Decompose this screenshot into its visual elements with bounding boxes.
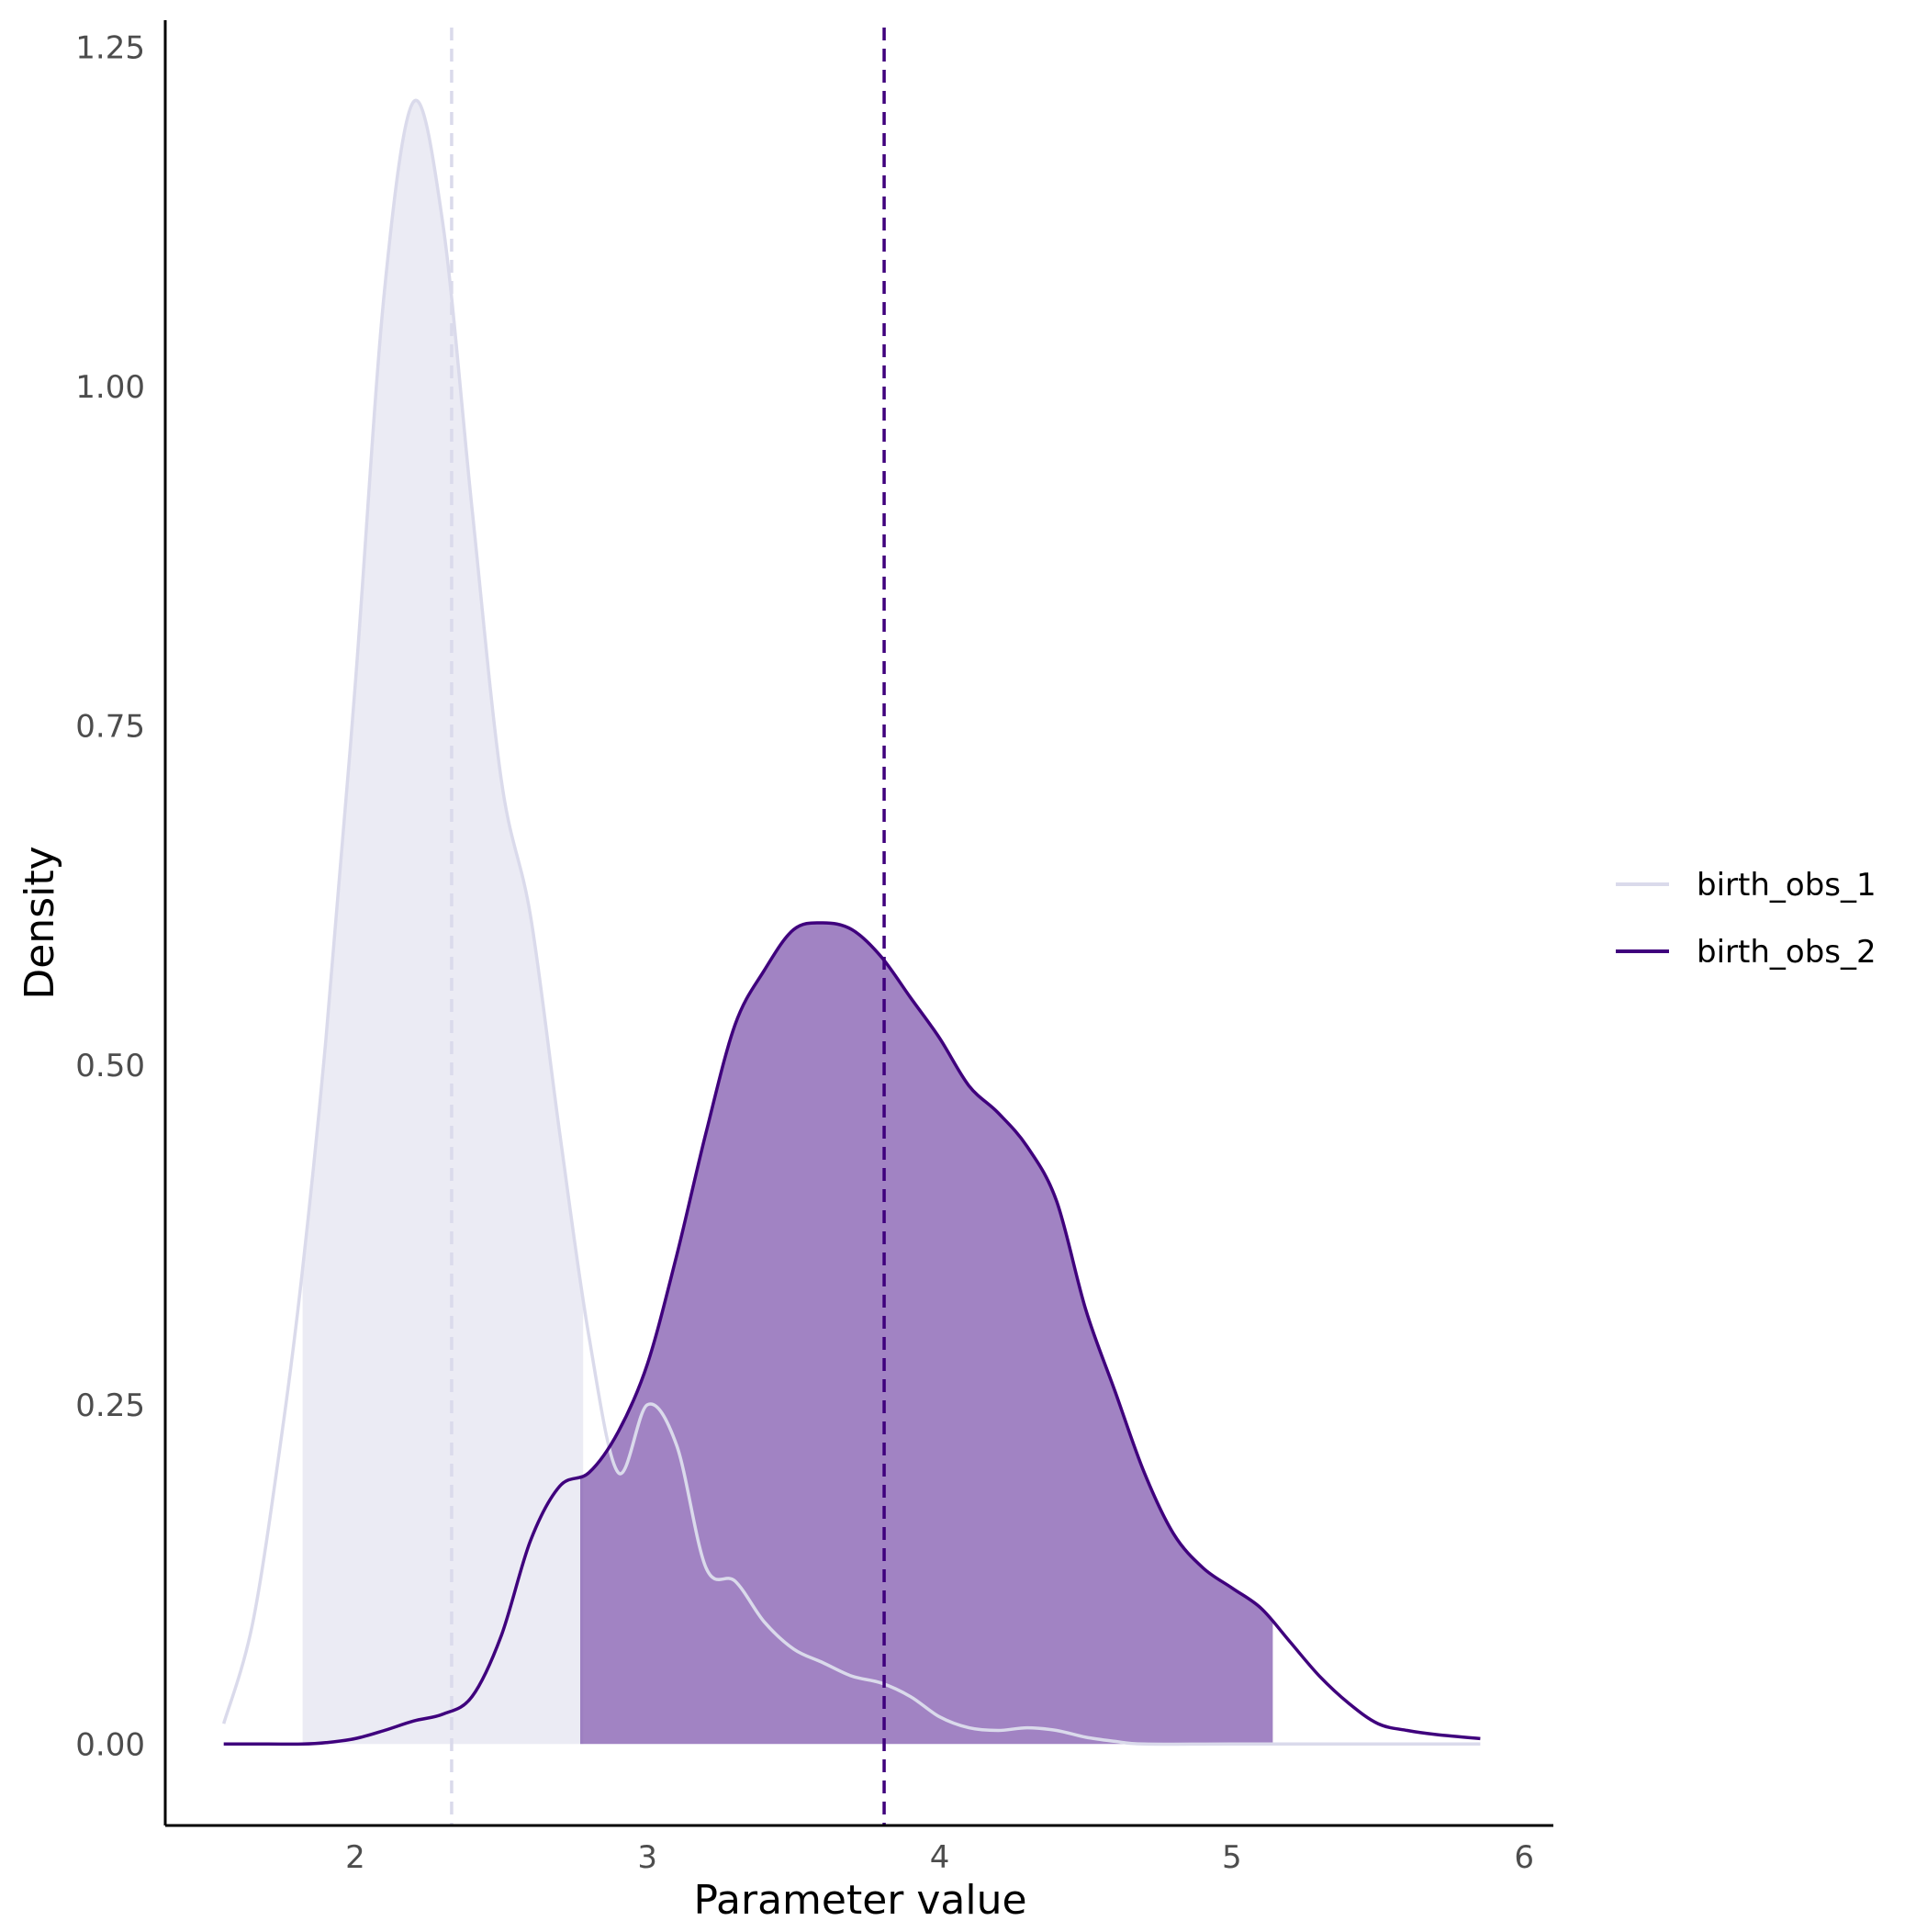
birth-obs-1-interval-area [302, 100, 584, 1745]
x-axis-title: Parameter value [693, 1877, 1026, 1924]
birth-obs-2-density-line [223, 921, 1481, 1747]
mean-lines [450, 28, 886, 1825]
legend-item-birth-obs-2: birth_obs_2 [1616, 934, 1877, 971]
x-tick-labels: 2 3 4 5 6 [345, 1839, 1534, 1876]
x-tick-label: 5 [1222, 1839, 1242, 1876]
y-tick-label: 1.25 [75, 30, 145, 67]
y-tick-label: 0.75 [75, 709, 145, 746]
y-tick-label: 0.50 [75, 1048, 145, 1084]
legend-label-birth-obs-1: birth_obs_1 [1697, 867, 1877, 904]
birth-obs-2-interval-area [580, 922, 1273, 1745]
y-tick-label: 0.00 [75, 1726, 145, 1763]
density-fills [302, 100, 1273, 1745]
y-axis-title: Density [17, 846, 63, 999]
birth-obs-1-density-line [222, 98, 1481, 1747]
y-tick-label: 1.00 [75, 369, 145, 406]
y-tick-label: 0.25 [75, 1387, 145, 1424]
legend: birth_obs_1 birth_obs_2 [1616, 867, 1877, 971]
legend-label-birth-obs-2: birth_obs_2 [1697, 934, 1877, 971]
x-tick-label: 3 [637, 1839, 657, 1876]
x-tick-label: 2 [345, 1839, 365, 1876]
density-lines [222, 98, 1481, 1747]
legend-item-birth-obs-1: birth_obs_1 [1616, 867, 1877, 904]
x-tick-label: 6 [1514, 1839, 1534, 1876]
x-tick-label: 4 [930, 1839, 950, 1876]
axes [163, 20, 1553, 1827]
y-tick-labels: 0.00 0.25 0.50 0.75 1.00 1.25 [75, 30, 145, 1764]
